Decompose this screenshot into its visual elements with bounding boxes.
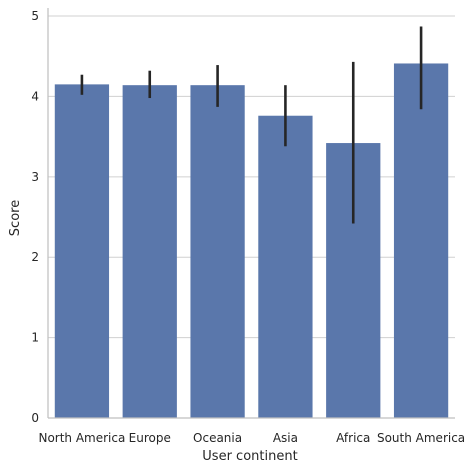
bar (393, 63, 449, 419)
x-tick-label: Europe (129, 431, 171, 445)
error-bars (80, 26, 423, 224)
y-tick-label: 2 (31, 250, 39, 264)
x-tick-label: Africa (336, 431, 370, 445)
y-tick-label: 5 (31, 9, 39, 23)
x-tick-label: South America (377, 431, 465, 445)
y-tick-label: 0 (31, 411, 39, 425)
x-axis-label: User continent (202, 449, 297, 464)
y-tick-label: 4 (31, 89, 39, 103)
x-tick-label: Oceania (193, 431, 242, 445)
x-tick-label: North America (38, 431, 125, 445)
x-tick-label: Asia (273, 431, 298, 445)
x-tick-labels: North America Europe Oceania Asia Africa Sout… (38, 431, 465, 445)
y-axis-label: Score (8, 200, 23, 236)
y-tick-labels: 0 1 2 3 4 5 (31, 9, 39, 425)
y-tick-label: 3 (31, 170, 39, 184)
bar (258, 115, 313, 418)
bar (190, 85, 245, 419)
y-tick-label: 1 (31, 331, 39, 345)
bars (54, 63, 449, 419)
bar (122, 85, 177, 419)
bar (54, 84, 110, 418)
